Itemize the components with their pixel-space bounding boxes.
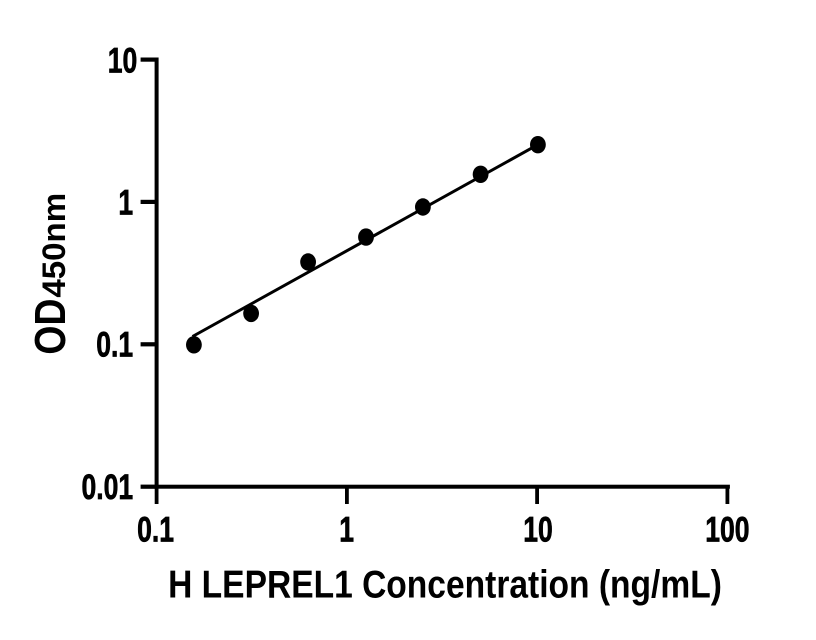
svg-text:1: 1 bbox=[118, 183, 133, 222]
svg-text:450nm: 450nm bbox=[35, 193, 72, 298]
svg-text:1: 1 bbox=[339, 510, 354, 549]
svg-text:OD: OD bbox=[25, 299, 74, 355]
svg-text:0.1: 0.1 bbox=[137, 510, 174, 549]
svg-text:100: 100 bbox=[705, 510, 749, 549]
svg-text:H LEPREL1 Concentration (ng/mL: H LEPREL1 Concentration (ng/mL) bbox=[168, 562, 722, 606]
svg-text:10: 10 bbox=[108, 41, 138, 80]
svg-text:0.01: 0.01 bbox=[81, 468, 133, 507]
svg-text:0.1: 0.1 bbox=[96, 325, 133, 364]
svg-text:10: 10 bbox=[523, 510, 553, 549]
